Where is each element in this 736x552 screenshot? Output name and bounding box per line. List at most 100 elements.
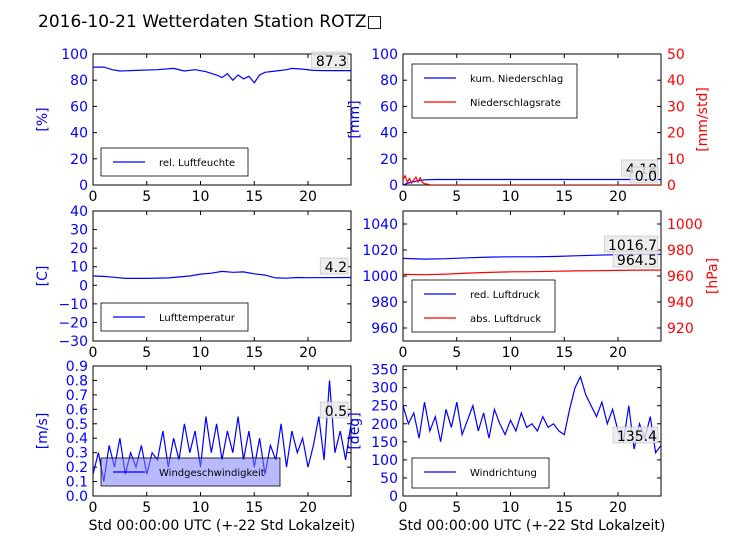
winddirection-ytick-label: 300 [371, 381, 398, 397]
precipitation-ytick-right-label: 40 [667, 73, 685, 89]
windspeed-ytick-label: 0.8 [66, 373, 88, 389]
temperature-annotation-0: 4.2 [325, 260, 347, 276]
humidity-legend: rel. Luftfeuchte [100, 147, 249, 177]
winddirection-xtick-label: 15 [555, 500, 573, 516]
humidity-xtick-label: 20 [299, 189, 317, 205]
precipitation-ytick-label: 0 [389, 178, 398, 194]
winddirection-xtick-label: 0 [399, 500, 408, 516]
pressure-ytick-label: 960 [371, 321, 398, 337]
temperature-ytick-label: −10 [58, 297, 88, 313]
winddirection-legend-label-0: Windrichtung [470, 468, 537, 479]
precipitation-legend-box [411, 63, 578, 119]
winddirection-ytick-label: 200 [371, 417, 398, 433]
windspeed-legend-label-0: Windgeschwindigkeit [159, 468, 265, 479]
precipitation-xtick-label: 15 [555, 189, 573, 205]
pressure-annotation-box-1 [612, 250, 659, 268]
temperature-xtick-label: 20 [299, 345, 317, 361]
winddirection-annotation-0: 135.4 [617, 429, 657, 445]
pressure-xtick-label: 10 [502, 345, 520, 361]
precipitation-annotation-1: 0.0 [635, 169, 657, 185]
windspeed-ytick-label: 0.4 [66, 431, 88, 447]
winddirection-frame [402, 365, 662, 497]
pressure-ytick-label: 980 [371, 295, 398, 311]
precipitation-ytick-right-label: 0 [667, 178, 676, 194]
winddirection-ytick-label: 350 [371, 363, 398, 379]
pressure-series-1 [403, 269, 661, 276]
temperature-legend-label-0: Lufttemperatur [159, 313, 236, 324]
precipitation-series-0 [403, 178, 661, 185]
winddirection-legend: Windrichtung [411, 457, 550, 489]
windspeed-ytick-label: 0.0 [66, 489, 88, 505]
pressure-legend-label-1: abs. Luftdruck [470, 314, 541, 325]
temperature-ytick-label: −30 [58, 334, 88, 350]
precipitation-ytick-label: 80 [380, 73, 398, 89]
winddirection-ytick-label: 100 [371, 453, 398, 469]
winddirection-xtick-label: 10 [502, 500, 520, 516]
windspeed-ytick-label: 0.5 [66, 417, 88, 433]
humidity-legend-label-0: rel. Luftfeuchte [159, 158, 235, 169]
windspeed-ylabel: [m/s] [35, 413, 51, 450]
temperature-ylabel: [C] [35, 266, 51, 287]
humidity-annotation-0: 87.3 [316, 54, 347, 70]
temperature-panel: 0 5 10 15 20 −30 −20 −10 0 10 20 30 40 [C] Lufttempera… [35, 204, 352, 361]
windspeed-ytick-label: 0.3 [66, 446, 88, 462]
pressure-ylabel: [hPa] [705, 258, 721, 294]
pressure-annotation-0: 1016.7 [608, 238, 657, 254]
temperature-ytick-label: 20 [70, 241, 88, 257]
precipitation-ytick-right-label: 20 [667, 126, 685, 142]
humidity-ylabel: [%] [35, 107, 51, 131]
precipitation-ytick-label: 40 [380, 126, 398, 142]
humidity-ytick-label: 20 [70, 152, 88, 168]
pressure-legend-label-0: red. Luftdruck [470, 290, 540, 301]
pressure-xtick-label: 15 [555, 345, 573, 361]
precipitation-ylabel-right: [mm/std] [695, 87, 711, 152]
pressure-legend-box [411, 279, 556, 333]
precipitation-panel: 0 5 10 15 20 0 20 40 60 80 100 0 10 20 30 40 50 [mm] [mm/s… [347, 47, 711, 205]
windspeed-ytick-label: 0.7 [66, 388, 88, 404]
humidity-xtick-label: 0 [89, 189, 98, 205]
precipitation-ytick-label: 60 [380, 99, 398, 115]
temperature-xtick-label: 10 [192, 345, 210, 361]
temperature-xtick-label: 15 [245, 345, 263, 361]
pressure-legend: red. Luftdruck abs. Luftdruck [411, 279, 556, 333]
pressure-ytick-label: 1000 [362, 269, 398, 285]
pressure-panel: 0 5 10 15 20 960 980 1000 1020 1040 920 940 960 980 10… [362, 210, 721, 361]
precipitation-annotation-box-1 [629, 166, 659, 184]
pressure-xtick-label: 5 [452, 345, 461, 361]
winddirection-xlabel: Std 00:00:00 UTC (+-22 Std Lokalzeit) [399, 518, 666, 534]
precipitation-xtick-label: 5 [452, 189, 461, 205]
windspeed-annotation-0: 0.5 [325, 404, 347, 420]
temperature-series-0 [93, 270, 351, 279]
humidity-annotation-box-0 [311, 51, 349, 69]
temperature-ytick-label: 30 [70, 223, 88, 239]
temperature-legend: Lufttemperatur [100, 302, 249, 332]
pressure-xtick-label: 0 [399, 345, 408, 361]
humidity-frame [92, 53, 352, 186]
temperature-ytick-label: 40 [70, 204, 88, 220]
precipitation-ytick-right-label: 50 [667, 47, 685, 63]
winddirection-xtick-label: 20 [609, 500, 627, 516]
precipitation-legend: kum. Niederschlag Niederschlagsrate [411, 63, 578, 119]
figure-title: 2016-10-21 Wetterdaten Station ROTZ□ [38, 12, 383, 32]
windspeed-ytick-label: 0.9 [66, 359, 88, 375]
precipitation-ytick-right-label: 10 [667, 152, 685, 168]
windspeed-ytick-label: 0.6 [66, 402, 88, 418]
precipitation-ytick-label: 20 [380, 152, 398, 168]
temperature-legend-box [100, 302, 249, 332]
winddirection-legend-box [411, 457, 550, 489]
precipitation-xtick-label: 0 [399, 189, 408, 205]
pressure-ytick-right-label: 940 [667, 295, 694, 311]
precipitation-ylabel: [mm] [347, 100, 363, 138]
windspeed-ytick-label: 0.1 [66, 475, 88, 491]
winddirection-ytick-label: 0 [389, 489, 398, 505]
humidity-ytick-label: 40 [70, 126, 88, 142]
windspeed-xtick-label: 0 [89, 500, 98, 516]
pressure-xtick-label: 20 [609, 345, 627, 361]
winddirection-ylabel: [deg] [347, 412, 363, 449]
temperature-ytick-label: 0 [79, 278, 88, 294]
precipitation-xtick-label: 10 [502, 189, 520, 205]
precipitation-xtick-label: 20 [609, 189, 627, 205]
windspeed-xtick-label: 15 [245, 500, 263, 516]
temperature-xtick-label: 0 [89, 345, 98, 361]
